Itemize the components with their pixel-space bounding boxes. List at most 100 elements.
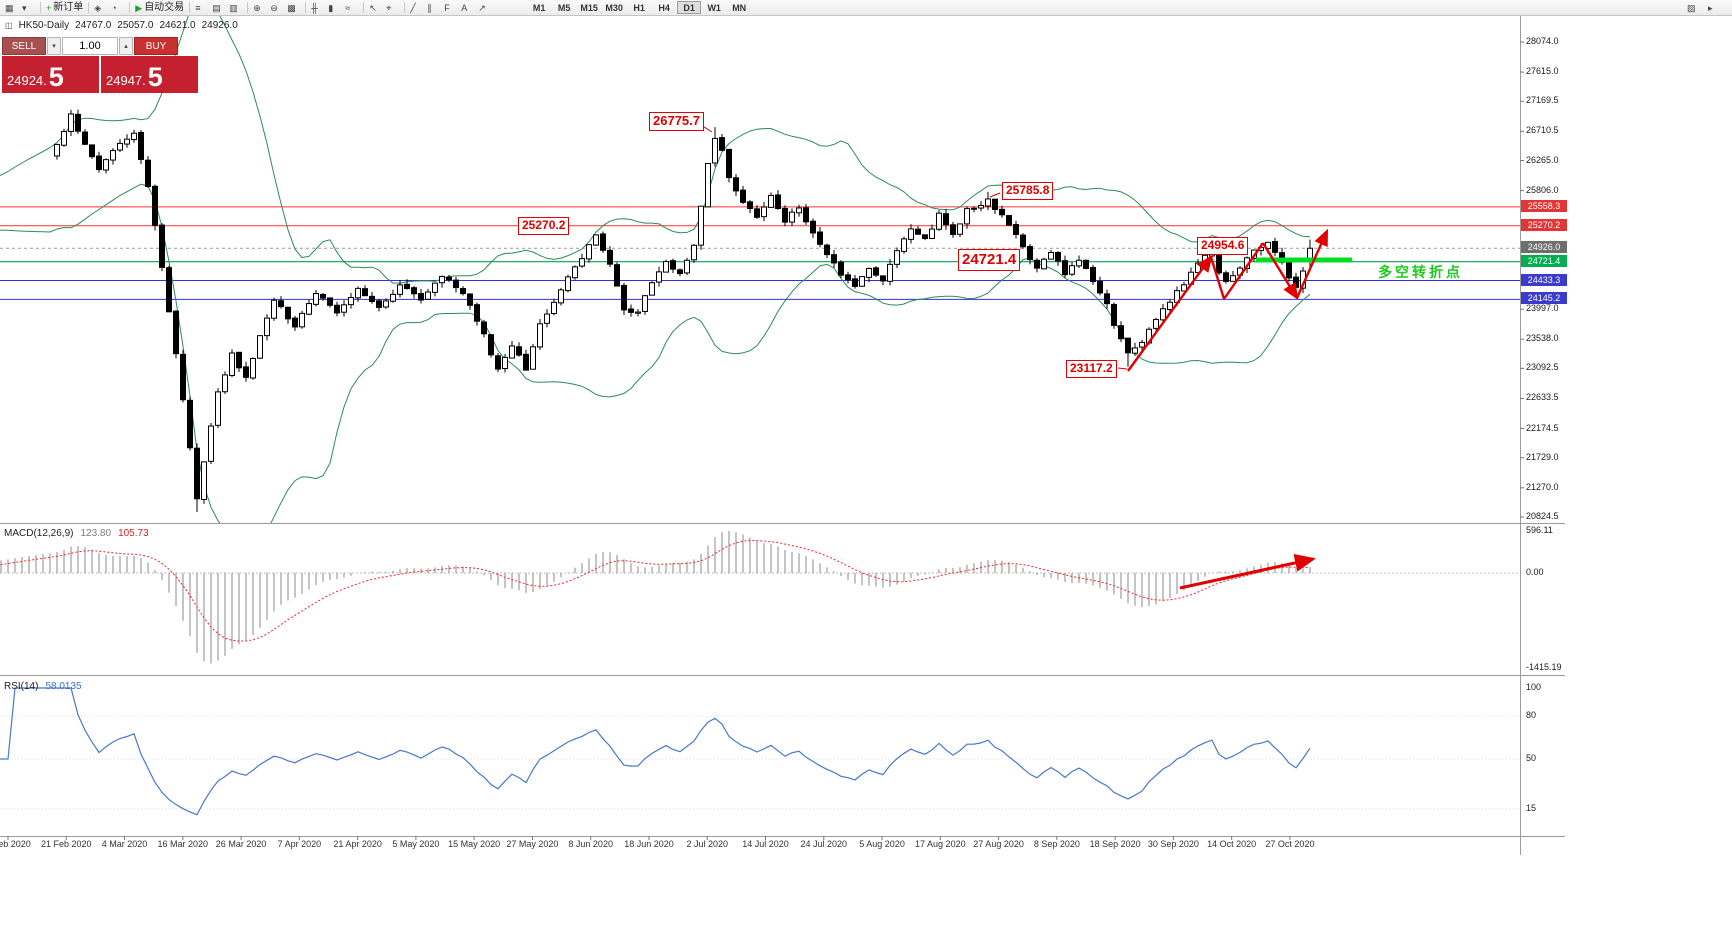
toolbar-separator: [189, 2, 191, 13]
new-order-button-label: 新订单: [53, 1, 84, 13]
toolbar-separator: [247, 2, 249, 13]
chart-frame: [0, 16, 1565, 855]
docking-button[interactable]: ▨: [1685, 1, 1702, 15]
timeframe-d1[interactable]: D1: [677, 1, 702, 14]
candles: [54, 109, 1313, 513]
candlestick-chart-icon: ▮: [328, 2, 334, 13]
chart-profiles-button[interactable]: ▾: [20, 1, 37, 15]
toolbar-separator: [129, 2, 131, 13]
volume-increase-button[interactable]: ▴: [119, 37, 133, 55]
main-chart-panel: [0, 16, 1520, 523]
text-button[interactable]: A: [459, 1, 476, 15]
auto-trading-button-label: 自动交易: [144, 1, 185, 13]
toolbar-separator: [305, 2, 307, 13]
timeframe-h1[interactable]: H1: [627, 1, 651, 14]
trade-controls-row: SELL ▾ ▴ BUY: [2, 37, 200, 55]
macd-panel: [0, 531, 1520, 664]
auto-trading-button[interactable]: ▶ 自动交易: [133, 1, 186, 15]
strategy-tester-icon: ▤: [212, 2, 221, 13]
callout-leader-line: [700, 124, 713, 133]
callout-leader-line: [989, 192, 1001, 198]
fibonacci-button[interactable]: F: [442, 1, 459, 15]
bollinger-lower-band: [0, 183, 1311, 523]
grid-icon: ▩: [287, 2, 296, 13]
crosshair-icon: ⌖: [386, 2, 392, 13]
line-chart-button[interactable]: ≈: [343, 1, 360, 15]
new-order-icon: +: [46, 2, 52, 13]
zoom-in-button[interactable]: ⊕: [251, 1, 268, 15]
sell-button[interactable]: SELL: [2, 37, 46, 55]
toolbar-right-group: ▨ ▸: [1685, 1, 1723, 15]
bar-chart-button[interactable]: ╫: [309, 1, 326, 15]
candlestick-chart-button[interactable]: ▮: [326, 1, 343, 15]
data-window-button[interactable]: ◔: [109, 1, 126, 15]
timeframe-m30[interactable]: M30: [602, 1, 626, 14]
cursor-icon: ↖: [369, 2, 377, 13]
timeframe-w1[interactable]: W1: [702, 1, 726, 14]
zoom-out-icon: ⊖: [270, 2, 278, 13]
toolbar-separator: [40, 2, 41, 13]
timeframe-toolbar: M1 M5 M15 M30 H1 H4 D1 W1 MN: [527, 1, 751, 14]
text-icon: A: [461, 2, 468, 13]
zoom-in-icon: ⊕: [253, 2, 261, 13]
timeframe-m15[interactable]: M15: [577, 1, 601, 14]
fibonacci-icon: F: [444, 2, 450, 13]
trend-arrow: [1261, 242, 1299, 301]
auto-trading-icon: ▶: [135, 2, 143, 13]
trendline-button[interactable]: ╱: [408, 1, 425, 15]
terminal-button[interactable]: ≡: [193, 1, 210, 15]
rsi-line: [0, 687, 1311, 816]
timeframe-m5[interactable]: M5: [552, 1, 576, 14]
buy-button[interactable]: BUY: [134, 37, 178, 55]
arrow-object-button[interactable]: ↗: [476, 1, 493, 15]
volume-input[interactable]: [62, 37, 118, 55]
buy-price-main: 24947.: [106, 73, 146, 88]
timeframe-mn[interactable]: MN: [727, 1, 751, 14]
timeframe-h4[interactable]: H4: [652, 1, 676, 14]
toolbar-separator: [363, 2, 365, 13]
channel-icon: ∥: [427, 2, 432, 13]
line-chart-icon: ≈: [345, 2, 351, 13]
navigator-icon: ▥: [229, 2, 238, 13]
market-watch-button[interactable]: ◈: [92, 1, 109, 15]
rsi-panel: [0, 687, 1520, 816]
chart-profiles-icon: ▾: [22, 2, 27, 13]
zoom-out-button[interactable]: ⊖: [268, 1, 285, 15]
navigator-button[interactable]: ▥: [227, 1, 244, 15]
cursor-button[interactable]: ↖: [367, 1, 384, 15]
new-chart-icon: ▦: [5, 2, 14, 13]
one-click-trading-panel: SELL ▾ ▴ BUY 24924.5 24947.5: [2, 37, 200, 93]
sell-price-main: 24924.: [7, 73, 47, 88]
terminal-icon: ≡: [195, 2, 201, 13]
buy-price-big-digit: 5: [147, 62, 163, 92]
market-watch-icon: ◈: [94, 2, 102, 13]
crosshair-button[interactable]: ⌖: [384, 1, 401, 15]
trendline-icon: ╱: [410, 2, 416, 13]
toolbar-separator: [88, 2, 90, 13]
sell-price-box[interactable]: 24924. 5: [2, 56, 99, 93]
new-chart-button[interactable]: ▦: [3, 1, 20, 15]
trend-arrow: [1127, 255, 1213, 372]
strategy-tester-button[interactable]: ▤: [210, 1, 227, 15]
trend-arrow: [1295, 228, 1329, 299]
toolbar: ▦ ▾ + 新订单 ◈ ◔ ▶ 自动交易 ≡ ▤ ▥ ⊕ ⊖ ▩ ╫ ▮ ≈ ↖ ⌖ ╱ ∥ F A ↗ M1 M5 M15 M30 H…: [0, 0, 1732, 16]
bollinger-upper-band: [0, 16, 1311, 284]
buy-price-box[interactable]: 24947. 5: [101, 56, 198, 93]
trend-arrow: [1223, 242, 1264, 300]
trend-arrow: [1209, 256, 1226, 300]
arrow-object-icon: ↗: [478, 2, 486, 13]
new-order-button[interactable]: + 新订单: [44, 1, 85, 15]
volume-decrease-button[interactable]: ▾: [47, 37, 61, 55]
macd-trend-arrow: [1179, 554, 1316, 590]
more-button[interactable]: ▸: [1706, 1, 1723, 15]
channel-button[interactable]: ∥: [425, 1, 442, 15]
grid-button[interactable]: ▩: [285, 1, 302, 15]
chart-annotations: [700, 124, 1352, 372]
timeframe-m1[interactable]: M1: [527, 1, 551, 14]
sell-price-big-digit: 5: [48, 62, 64, 92]
callout-leader-line: [1117, 367, 1128, 370]
data-window-icon: ◔: [111, 2, 117, 13]
bar-chart-icon: ╫: [311, 2, 318, 13]
